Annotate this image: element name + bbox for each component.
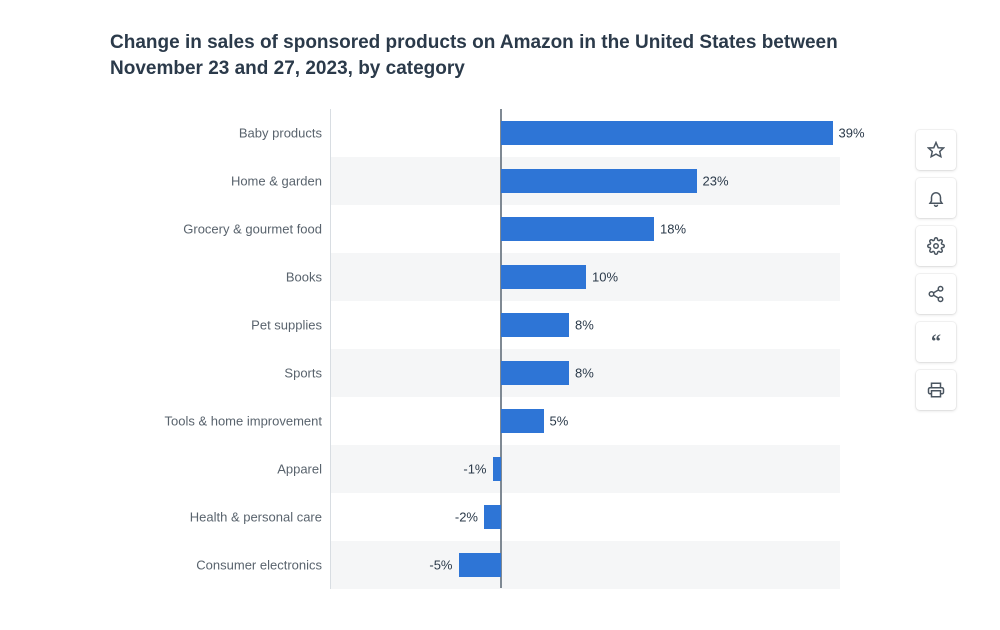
quote-icon: “ [931,332,941,352]
action-toolbar: “ [916,130,956,410]
bar: 8% [331,361,841,385]
category-label: Pet supplies [110,318,322,333]
print-icon [927,381,945,399]
bar-rect [484,505,501,529]
bar-rect [501,409,544,433]
bar: 5% [331,409,841,433]
bar: 23% [331,169,841,193]
print-button[interactable] [916,370,956,410]
value-label: 18% [660,222,686,237]
value-label: -1% [463,462,486,477]
bell-icon [927,189,945,207]
bar-rect [501,169,697,193]
category-label: Sports [110,366,322,381]
bar: -2% [331,505,841,529]
category-label: Books [110,270,322,285]
bar-rect [501,313,569,337]
share-icon [927,285,945,303]
bar: -1% [331,457,841,481]
gear-icon [927,237,945,255]
bar: 18% [331,217,841,241]
bar-rect [501,361,569,385]
value-label: 8% [575,366,594,381]
favorite-button[interactable] [916,130,956,170]
value-label: 39% [839,126,865,141]
category-label: Tools & home improvement [110,414,322,429]
category-label: Apparel [110,462,322,477]
value-label: 5% [550,414,569,429]
value-label: 10% [592,270,618,285]
bar: -5% [331,553,841,577]
chart-title: Change in sales of sponsored products on… [110,30,870,81]
category-label: Baby products [110,126,322,141]
category-label: Health & personal care [110,510,322,525]
value-label: 8% [575,318,594,333]
bar: 39% [331,121,841,145]
value-label: -5% [429,558,452,573]
bar-rect [501,217,654,241]
bar-rect [501,121,833,145]
share-button[interactable] [916,274,956,314]
bar-rect [501,265,586,289]
chart-area: Baby products Home & garden Grocery & gour… [110,109,840,589]
category-label: Grocery & gourmet food [110,222,322,237]
category-label: Home & garden [110,174,322,189]
bar: 8% [331,313,841,337]
plot-area: 39% 23% 18% 10% 8% 8% 5% -1% -2% -5% [330,109,840,589]
bar-rect [493,457,502,481]
value-label: -2% [455,510,478,525]
cite-button[interactable]: “ [916,322,956,362]
bar-rect [459,553,502,577]
star-icon [927,141,945,159]
settings-button[interactable] [916,226,956,266]
value-label: 23% [703,174,729,189]
bar: 10% [331,265,841,289]
notify-button[interactable] [916,178,956,218]
category-label: Consumer electronics [110,558,322,573]
